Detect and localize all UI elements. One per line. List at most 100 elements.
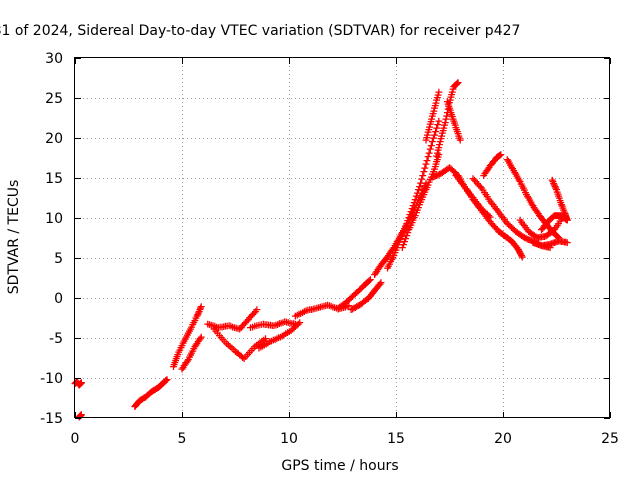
data-point: + <box>403 216 412 229</box>
series-pass-m: ++++++++++++++++++++++++++++++++++++++++… <box>370 177 431 281</box>
data-point: + <box>558 202 567 215</box>
data-point: + <box>208 319 217 332</box>
data-point: + <box>437 129 446 142</box>
data-point: + <box>444 99 453 112</box>
data-point: + <box>431 160 440 173</box>
x-tick-label: 10 <box>280 431 298 447</box>
data-point: + <box>547 237 556 250</box>
data-point: + <box>523 190 532 203</box>
data-point: + <box>520 231 529 244</box>
data-point: + <box>505 157 514 170</box>
data-point: + <box>484 213 493 226</box>
data-point: + <box>539 221 548 234</box>
data-point: + <box>419 165 428 178</box>
data-point: + <box>194 306 203 319</box>
data-point: + <box>296 307 305 320</box>
data-point: + <box>424 123 433 136</box>
data-point: + <box>229 343 238 356</box>
data-point: + <box>537 211 546 224</box>
data-point: + <box>487 196 496 209</box>
data-point: + <box>400 222 409 235</box>
data-point: + <box>493 223 502 236</box>
series-pass-e: +++++++++++++++++++ <box>177 330 205 375</box>
axis-ticks: 0 5 10 15 20 25 -15 -10 -5 0 5 10 15 20 25 30 <box>40 51 619 447</box>
data-point: + <box>525 194 534 207</box>
data-point: + <box>535 239 544 252</box>
data-point: + <box>486 210 495 223</box>
data-point: + <box>337 301 346 314</box>
data-point: + <box>498 211 507 224</box>
y-axis-title: SDTVAR / TECUs <box>6 180 22 295</box>
data-point: + <box>211 325 220 338</box>
data-point: + <box>372 281 381 294</box>
data-point: + <box>481 210 490 223</box>
data-point: + <box>226 340 235 353</box>
data-point: + <box>177 362 186 375</box>
data-point: + <box>232 346 241 359</box>
data-point: + <box>421 183 430 196</box>
data-point: + <box>453 127 462 140</box>
data-point: + <box>553 230 562 243</box>
data-point: + <box>447 108 456 121</box>
data-point: + <box>334 302 343 315</box>
data-point: + <box>398 241 407 254</box>
data-point: + <box>190 314 199 327</box>
data-point: + <box>383 250 392 263</box>
data-point: + <box>432 150 441 163</box>
data-point: + <box>416 176 425 189</box>
data-point: + <box>544 241 553 254</box>
data-point: + <box>387 244 396 257</box>
data-point: + <box>478 184 487 197</box>
data-point: + <box>549 210 558 223</box>
data-point: + <box>505 233 514 246</box>
data-point: + <box>516 214 525 227</box>
data-point: + <box>415 180 424 193</box>
data-point: + <box>346 291 355 304</box>
data-point: + <box>493 204 502 217</box>
data-point: + <box>450 79 459 92</box>
data-point: + <box>528 199 537 212</box>
data-point: + <box>431 158 440 171</box>
data-point: + <box>371 266 380 279</box>
data-point: + <box>535 209 544 222</box>
data-point: + <box>544 227 553 240</box>
data-point: + <box>334 302 343 315</box>
data-point: + <box>398 227 407 240</box>
data-point: + <box>392 241 401 254</box>
y-tick-label: 30 <box>45 51 63 67</box>
data-point: + <box>193 335 202 348</box>
data-point: + <box>523 232 532 245</box>
data-point: + <box>187 320 196 333</box>
data-point: + <box>548 175 557 188</box>
series-pass-k: +++++++++++++++++++++++++ <box>334 273 375 315</box>
data-point: + <box>457 176 466 189</box>
x-tick-label: 5 <box>178 431 187 447</box>
data-point: + <box>157 377 166 390</box>
chart-title: Day 181 of 2024, Sidereal Day-to-day VTE… <box>0 23 520 39</box>
data-point: + <box>473 177 482 190</box>
data-point: + <box>557 213 566 226</box>
data-point: + <box>262 318 271 331</box>
data-point: + <box>434 114 443 127</box>
data-point: + <box>461 182 470 195</box>
data-point: + <box>558 210 567 223</box>
data-point: + <box>330 301 339 314</box>
data-point: + <box>543 219 552 232</box>
data-point: + <box>426 173 435 186</box>
data-point: + <box>519 182 528 195</box>
data-point: + <box>254 342 263 355</box>
data-point: + <box>184 326 193 339</box>
data-point: + <box>172 350 181 363</box>
data-point: + <box>431 125 440 138</box>
data-point: + <box>489 155 498 168</box>
data-point: + <box>356 297 365 310</box>
data-point: + <box>487 158 496 171</box>
data-point: + <box>411 209 420 222</box>
data-point: + <box>536 210 545 223</box>
y-tick-label: 0 <box>54 291 63 307</box>
data-point: + <box>239 318 248 331</box>
data-point: + <box>430 102 439 115</box>
data-point: + <box>274 331 283 344</box>
data-point: + <box>402 217 411 230</box>
data-point: + <box>523 223 532 236</box>
